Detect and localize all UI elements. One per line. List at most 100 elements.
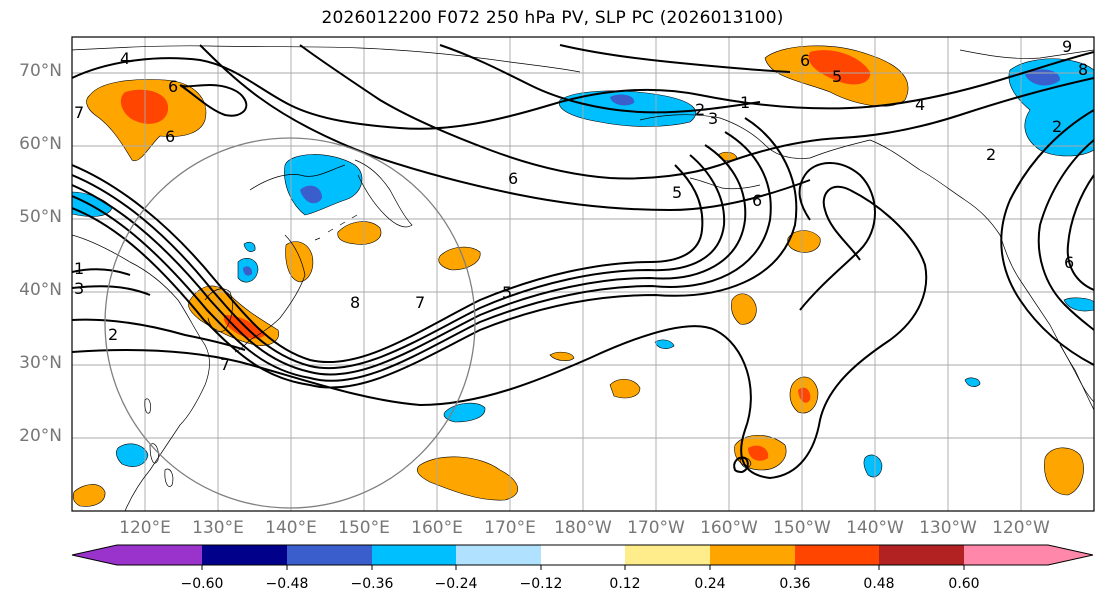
pv-blob-pacific-neg-1 — [443, 402, 486, 423]
colorbar-tick-label: 0.24 — [694, 576, 726, 592]
range-ring — [104, 137, 476, 509]
colorbar-under-arrow — [72, 545, 117, 565]
contour-label: 3 — [708, 109, 718, 128]
pv-blob-pacific-neg-3 — [964, 377, 981, 387]
contour-labels: 4 6 7 6 1 3 2 7 8 7 5 6 5 6 1 2 3 6 5 4 … — [74, 37, 1088, 374]
pv-blob-kuril-2 — [438, 246, 481, 271]
contour-label: 6 — [1064, 253, 1074, 272]
trough-contour-1 — [72, 318, 246, 351]
pv-blob-mid-pacific — [731, 293, 757, 325]
pv-blob-hawaii-core — [748, 445, 769, 461]
lon-label-120e: 120°E — [119, 518, 171, 538]
islands-kuril — [314, 214, 358, 241]
pv-blob-east-china-core — [243, 266, 253, 276]
trough-contour-2 — [72, 285, 151, 296]
coast-aleutians — [689, 177, 761, 190]
pv-blob-gulf — [787, 230, 821, 253]
contour-label: 8 — [350, 293, 360, 312]
pv-blob-west-coast — [1063, 297, 1094, 312]
jet-contour-4 — [72, 131, 772, 382]
colorbar-tick-label: 0.12 — [609, 576, 641, 592]
colorbar — [71, 544, 1094, 570]
lon-label-170e: 170°E — [484, 518, 536, 538]
contour-label: 5 — [502, 283, 512, 302]
lat-label-30n: 30°N — [19, 353, 62, 373]
map-panel: 4 6 7 6 1 3 2 7 8 7 5 6 5 6 1 2 3 6 5 4 … — [72, 37, 1094, 511]
colorbar-segment — [202, 545, 287, 565]
contour-label: 7 — [415, 293, 425, 312]
coast-baja — [1059, 344, 1094, 403]
colorbar-tick-label: −0.60 — [180, 576, 224, 592]
coast-asia-east — [72, 234, 210, 511]
colorbar-segment — [625, 545, 710, 565]
pv-blob-central-pacific-core — [798, 387, 811, 403]
map-title: 2026012200 F072 250 hPa PV, SLP PC (2026… — [321, 8, 784, 28]
contour-label: 2 — [108, 325, 118, 344]
north-contour-1 — [72, 51, 1094, 130]
lat-label-70n: 70°N — [19, 61, 62, 81]
contour-label: 2 — [695, 100, 705, 119]
coast-okhotsk — [249, 164, 346, 191]
contour-label: 6 — [752, 191, 762, 210]
colorbar-tick-label: 0.60 — [948, 576, 980, 592]
lon-label-120w: 120°W — [992, 518, 1050, 538]
jet-contour-3 — [72, 144, 747, 376]
jet-contour-1 — [72, 164, 704, 364]
slp-contours — [72, 44, 1094, 480]
colorbar-segment — [710, 545, 795, 565]
lon-label-140w: 140°W — [846, 518, 904, 538]
colorbar-tick-label: −0.36 — [350, 576, 394, 592]
lat-label-50n: 50°N — [19, 207, 62, 227]
pv-blob-small-2 — [549, 351, 575, 361]
lon-label-160w: 160°W — [700, 518, 758, 538]
colorbar-tick-label: −0.24 — [434, 576, 478, 592]
contour-label: 5 — [672, 183, 682, 202]
coast-siberia-north — [72, 45, 581, 73]
colorbar-segment — [456, 545, 541, 565]
colorbar-tick-label: 0.36 — [779, 576, 811, 592]
lon-label-130w: 130°W — [919, 518, 977, 538]
canada-contour-1 — [1000, 109, 1094, 366]
lon-label-150w: 150°W — [773, 518, 831, 538]
pv-blob-arctic-pacific-core — [610, 94, 635, 106]
pv-blob-pacific-neg-5 — [243, 241, 256, 252]
pv-blob-kuril-1 — [337, 221, 382, 245]
colorbar-ticks — [201, 565, 965, 570]
pv-blob-small-1 — [609, 379, 641, 399]
island-taiwan — [144, 398, 151, 414]
pv-blob-pacific-neg-4 — [654, 339, 675, 349]
contour-label: 4 — [120, 49, 130, 68]
southern-wave-contour — [72, 185, 928, 480]
canada-contour-3 — [1066, 174, 1094, 291]
canada-contour-2 — [1037, 139, 1094, 331]
pv-blob-taiwan — [116, 443, 149, 467]
colorbar-segment — [879, 545, 964, 565]
colorbar-segment — [117, 545, 202, 565]
contour-label: 8 — [1078, 60, 1088, 79]
lon-label-180w: 180°W — [554, 518, 612, 538]
contour-label: 5 — [832, 67, 842, 86]
contour-label: 6 — [800, 51, 810, 70]
contour-label: 6 — [168, 77, 178, 96]
contour-label: 1 — [740, 93, 750, 112]
north-contour-5 — [559, 44, 791, 73]
lat-label-60n: 60°N — [19, 134, 62, 154]
colorbar-segment — [795, 545, 879, 565]
jet-contour-2 — [72, 154, 726, 370]
pv-blob-mexico — [1044, 447, 1084, 496]
contour-label: 6 — [508, 169, 518, 188]
contour-label: 6 — [165, 127, 175, 146]
contour-label: 7 — [74, 103, 84, 122]
north-contour-4 — [439, 44, 761, 114]
contour-label: 1 — [74, 259, 84, 278]
trough-contour-3 — [72, 268, 131, 276]
island-philippines — [149, 443, 174, 487]
lat-label-20n: 20°N — [19, 426, 62, 446]
lat-label-40n: 40°N — [19, 280, 62, 300]
colorbar-segment — [287, 545, 372, 565]
map-frame — [71, 36, 1095, 512]
pv-blob-okhotsk — [284, 154, 363, 216]
contour-label: 2 — [986, 145, 996, 164]
lon-label-140e: 140°E — [265, 518, 317, 538]
